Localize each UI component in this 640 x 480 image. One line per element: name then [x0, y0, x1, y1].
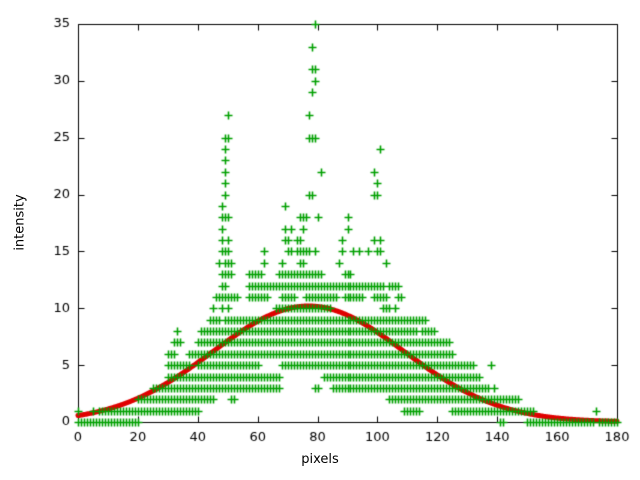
x-axis-label: pixels — [301, 452, 339, 467]
y-axis-label: intensity — [12, 194, 28, 251]
